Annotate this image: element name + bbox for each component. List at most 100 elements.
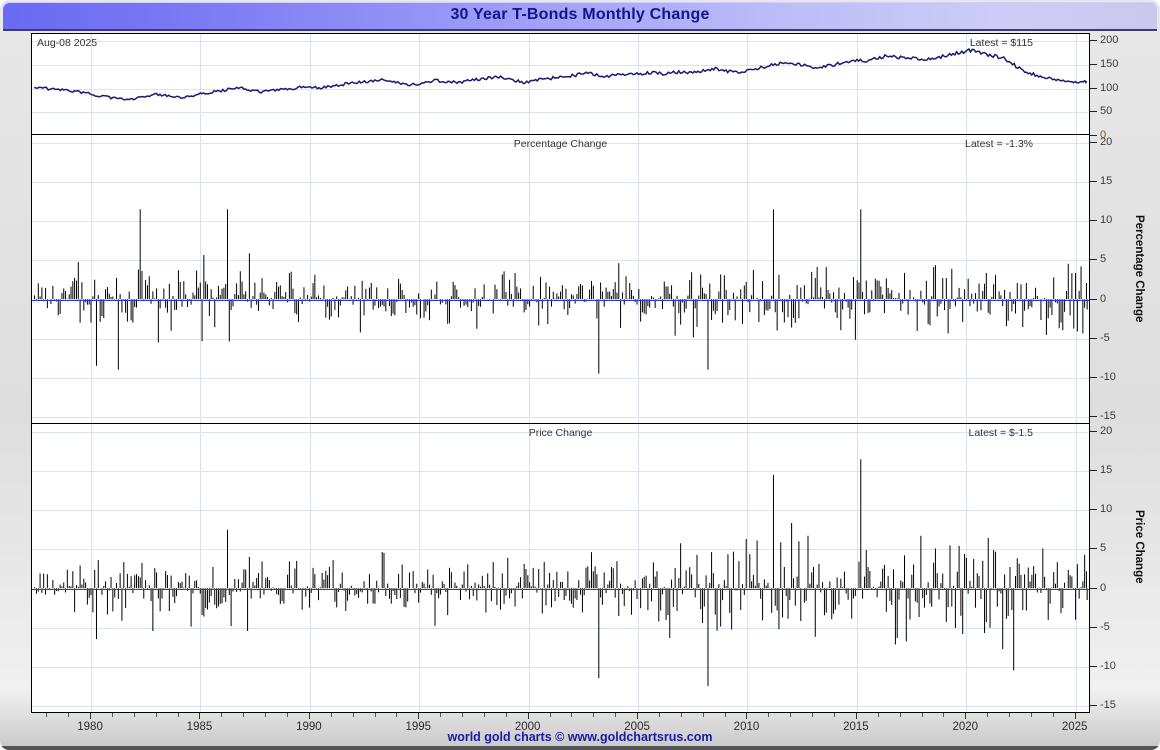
x-axis-tick	[527, 713, 529, 719]
axis-tick	[1090, 626, 1097, 628]
x-axis-tick	[243, 713, 245, 717]
x-axis-tick	[462, 713, 464, 717]
axis-tick-label: 200	[1100, 34, 1119, 47]
x-axis-tick	[812, 713, 814, 717]
axis-tick	[1090, 587, 1097, 589]
panel-percentage-change: Percentage Change Latest = -1.3%	[31, 134, 1090, 424]
y-axis-panel2: 20 15 10 5 0 -5 -10 -15	[1090, 134, 1136, 424]
axis-tick-label: 5	[1100, 542, 1107, 555]
axis-tick-label: -15	[1100, 699, 1116, 712]
x-axis-tick	[111, 713, 113, 717]
x-axis-tick	[1074, 713, 1076, 719]
x-axis-tick	[90, 713, 92, 719]
axis-tick-label: 15	[1100, 175, 1113, 188]
x-axis-tick	[199, 713, 201, 719]
x-axis-label: 1985	[186, 721, 213, 733]
axis-tick-label: -5	[1100, 620, 1110, 633]
x-axis-tick	[1030, 713, 1032, 717]
x-axis-tick	[155, 713, 157, 717]
x-axis-tick	[834, 713, 835, 717]
x-axis-tick	[702, 713, 704, 717]
x-axis-tick	[680, 713, 682, 717]
x-axis-tick	[790, 713, 792, 717]
panel-price-line: Aug-08 2025 Latest = $115	[31, 33, 1090, 135]
x-axis-tick	[899, 713, 901, 717]
x-axis-tick	[308, 713, 310, 719]
panel2-zero-line	[32, 299, 1089, 301]
x-axis-tick	[921, 713, 923, 717]
axis-tick	[1090, 470, 1097, 472]
axis-tick	[1090, 376, 1097, 378]
x-axis-tick	[440, 713, 442, 717]
x-axis-tick	[615, 713, 617, 717]
x-axis-label: 2005	[624, 721, 650, 733]
axis-tick-label: 20	[1100, 424, 1113, 437]
panel3-zero-line	[32, 588, 1089, 590]
x-axis-tick	[46, 713, 48, 717]
axis-tick-label: -10	[1100, 659, 1116, 672]
x-axis-tick	[221, 713, 223, 717]
x-axis-tick	[724, 713, 726, 717]
x-axis-label: 1995	[405, 721, 432, 733]
axis-tick	[1090, 63, 1097, 65]
x-axis-tick	[1009, 713, 1011, 717]
price-change-bars	[32, 424, 1089, 713]
axis-tick	[1090, 40, 1097, 42]
x-axis-tick	[352, 713, 354, 717]
axis-tick	[1090, 416, 1097, 418]
x-axis-tick	[286, 713, 288, 717]
axis-tick	[1090, 665, 1097, 667]
axis-tick	[1090, 87, 1097, 89]
axis-tick-label: 50	[1100, 105, 1113, 118]
axis-tick-label: 150	[1100, 57, 1119, 70]
axis-tick	[1090, 337, 1097, 339]
x-axis-tick	[505, 713, 507, 717]
x-axis-label: 1990	[296, 721, 322, 733]
x-axis-tick	[746, 713, 748, 719]
x-axis-tick	[593, 713, 595, 717]
x-axis-tick	[483, 713, 485, 717]
panel1-latest-label: Latest = $115	[969, 37, 1033, 49]
axis-tick-label: 5	[1100, 253, 1107, 266]
y-axis-title-panel2: Percentage Change	[1133, 215, 1145, 323]
y-axis-title-panel3: Price Change	[1133, 510, 1145, 584]
x-axis-tick	[571, 713, 573, 717]
x-axis-tick	[987, 713, 989, 717]
panel-price-change: Price Change Latest = $-1.5	[31, 423, 1090, 713]
x-axis-tick	[374, 713, 376, 717]
axis-tick	[1090, 509, 1097, 511]
axis-tick-label: 15	[1100, 464, 1113, 477]
page-title: 30 Year T-Bonds Monthly Change	[450, 6, 710, 23]
x-axis-tick	[658, 713, 660, 717]
axis-tick-label: 100	[1100, 81, 1119, 94]
axis-tick-label: 0	[1100, 129, 1107, 141]
axis-tick-label: -15	[1100, 410, 1116, 423]
axis-tick	[1090, 298, 1097, 300]
x-axis-tick	[396, 713, 398, 717]
footer-credit: world gold charts © www.goldchartsrus.co…	[447, 730, 713, 744]
price-line-series	[32, 34, 1089, 135]
bottom-bar	[0, 746, 1160, 750]
axis-tick-label: 10	[1100, 214, 1113, 227]
x-axis: 1980 1985 1990 1995 2000 2005 2010 2015 2020 2025	[31, 713, 1090, 739]
x-axis-label: 2000	[514, 721, 541, 733]
axis-tick	[1090, 548, 1097, 550]
y-axis-panel3: 20 15 10 5 0 -5 -10 -15	[1090, 423, 1136, 713]
x-axis-tick	[768, 713, 770, 717]
axis-tick-label: -10	[1100, 370, 1116, 383]
x-axis-label: 2010	[733, 721, 760, 733]
axis-tick-label: 0	[1100, 292, 1107, 305]
x-axis-label: 2020	[952, 721, 979, 733]
axis-tick	[1090, 141, 1097, 143]
axis-tick	[1090, 135, 1097, 136]
x-axis-tick	[265, 713, 267, 717]
axis-tick	[1090, 181, 1097, 183]
x-axis-label: 1980	[77, 721, 103, 733]
axis-tick	[1090, 705, 1097, 707]
percentage-change-bars	[32, 135, 1089, 424]
x-axis-tick	[1052, 713, 1054, 717]
chart-area: Aug-08 2025 Latest = $115 Percentage Cha…	[31, 33, 1090, 713]
x-axis-label: 2025	[1061, 721, 1088, 733]
axis-tick-label: 10	[1100, 503, 1113, 516]
